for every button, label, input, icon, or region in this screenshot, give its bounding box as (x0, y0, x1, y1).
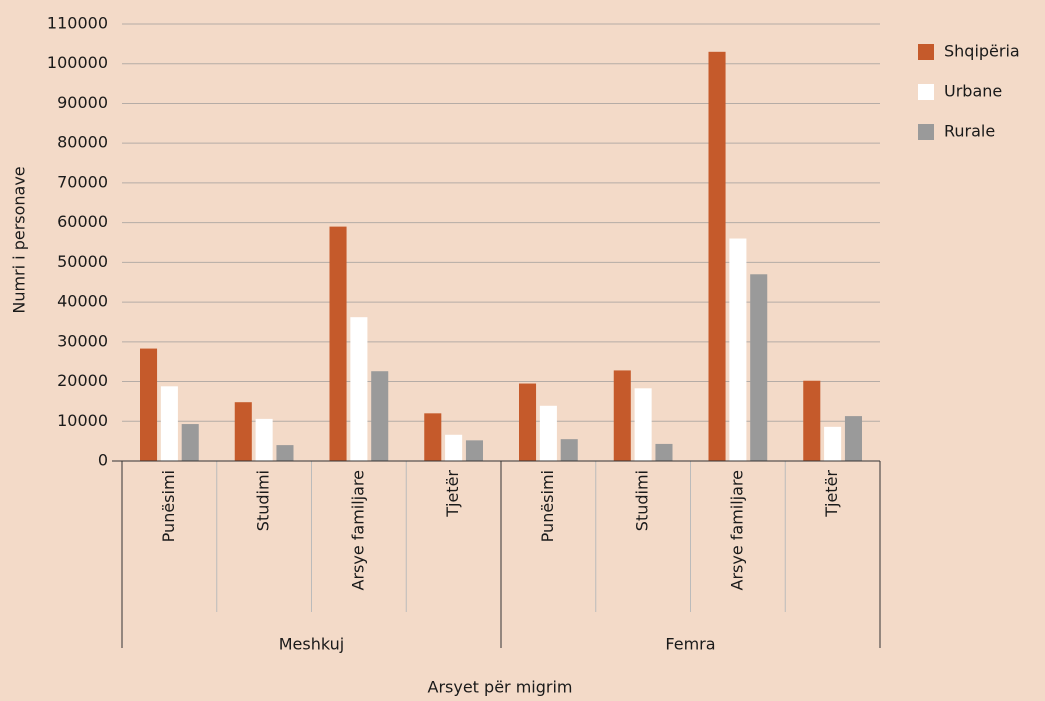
bar (729, 238, 747, 461)
bar (424, 413, 442, 461)
y-tick-label: 70000 (57, 172, 108, 191)
bar (160, 386, 178, 461)
bar (181, 424, 199, 461)
bar (824, 426, 842, 461)
bar (234, 402, 252, 461)
bar (655, 443, 673, 461)
bar (844, 416, 862, 461)
bar (539, 405, 557, 461)
y-tick-label: 110000 (47, 14, 108, 33)
y-tick-label: 10000 (57, 411, 108, 430)
bar (140, 348, 158, 461)
y-tick-label: 20000 (57, 371, 108, 390)
group-label: Meshkuj (279, 635, 344, 654)
bar (750, 274, 768, 461)
x-tick-label: Arsye familjare (348, 470, 367, 591)
x-tick-label: Tjetër (822, 470, 841, 518)
y-tick-label: 80000 (57, 133, 108, 152)
x-tick-label: Arsye familjare (727, 470, 746, 591)
y-tick-label: 90000 (57, 93, 108, 112)
x-axis-title: Arsyet për migrim (428, 678, 573, 697)
bar (371, 371, 389, 461)
y-tick-label: 100000 (47, 53, 108, 72)
legend-label: Rurale (944, 122, 995, 141)
y-tick-label: 0 (98, 451, 108, 470)
bar (445, 434, 463, 461)
y-tick-label: 40000 (57, 292, 108, 311)
bar (708, 51, 726, 462)
bar (560, 439, 578, 461)
y-axis-title: Numri i personave (10, 166, 29, 313)
bar (276, 445, 294, 461)
x-tick-label: Studimi (633, 470, 652, 531)
legend-swatch (918, 124, 934, 140)
x-tick-label: Punësimi (159, 470, 178, 542)
legend-swatch (918, 44, 934, 60)
bar (255, 418, 273, 461)
bar (613, 370, 631, 461)
legend-label: Shqipëria (944, 42, 1020, 61)
y-tick-label: 30000 (57, 331, 108, 350)
x-tick-label: Tjetër (443, 470, 462, 518)
bar (465, 440, 483, 461)
bar (519, 383, 537, 461)
x-tick-label: Studimi (254, 470, 273, 531)
group-label: Femra (665, 635, 715, 654)
legend-swatch (918, 84, 934, 100)
x-tick-label: Punësimi (538, 470, 557, 542)
bar (329, 226, 347, 461)
bar (803, 380, 821, 461)
bar (634, 388, 652, 461)
y-tick-label: 60000 (57, 212, 108, 231)
legend-label: Urbane (944, 82, 1002, 101)
y-tick-label: 50000 (57, 252, 108, 271)
bar (350, 317, 368, 461)
